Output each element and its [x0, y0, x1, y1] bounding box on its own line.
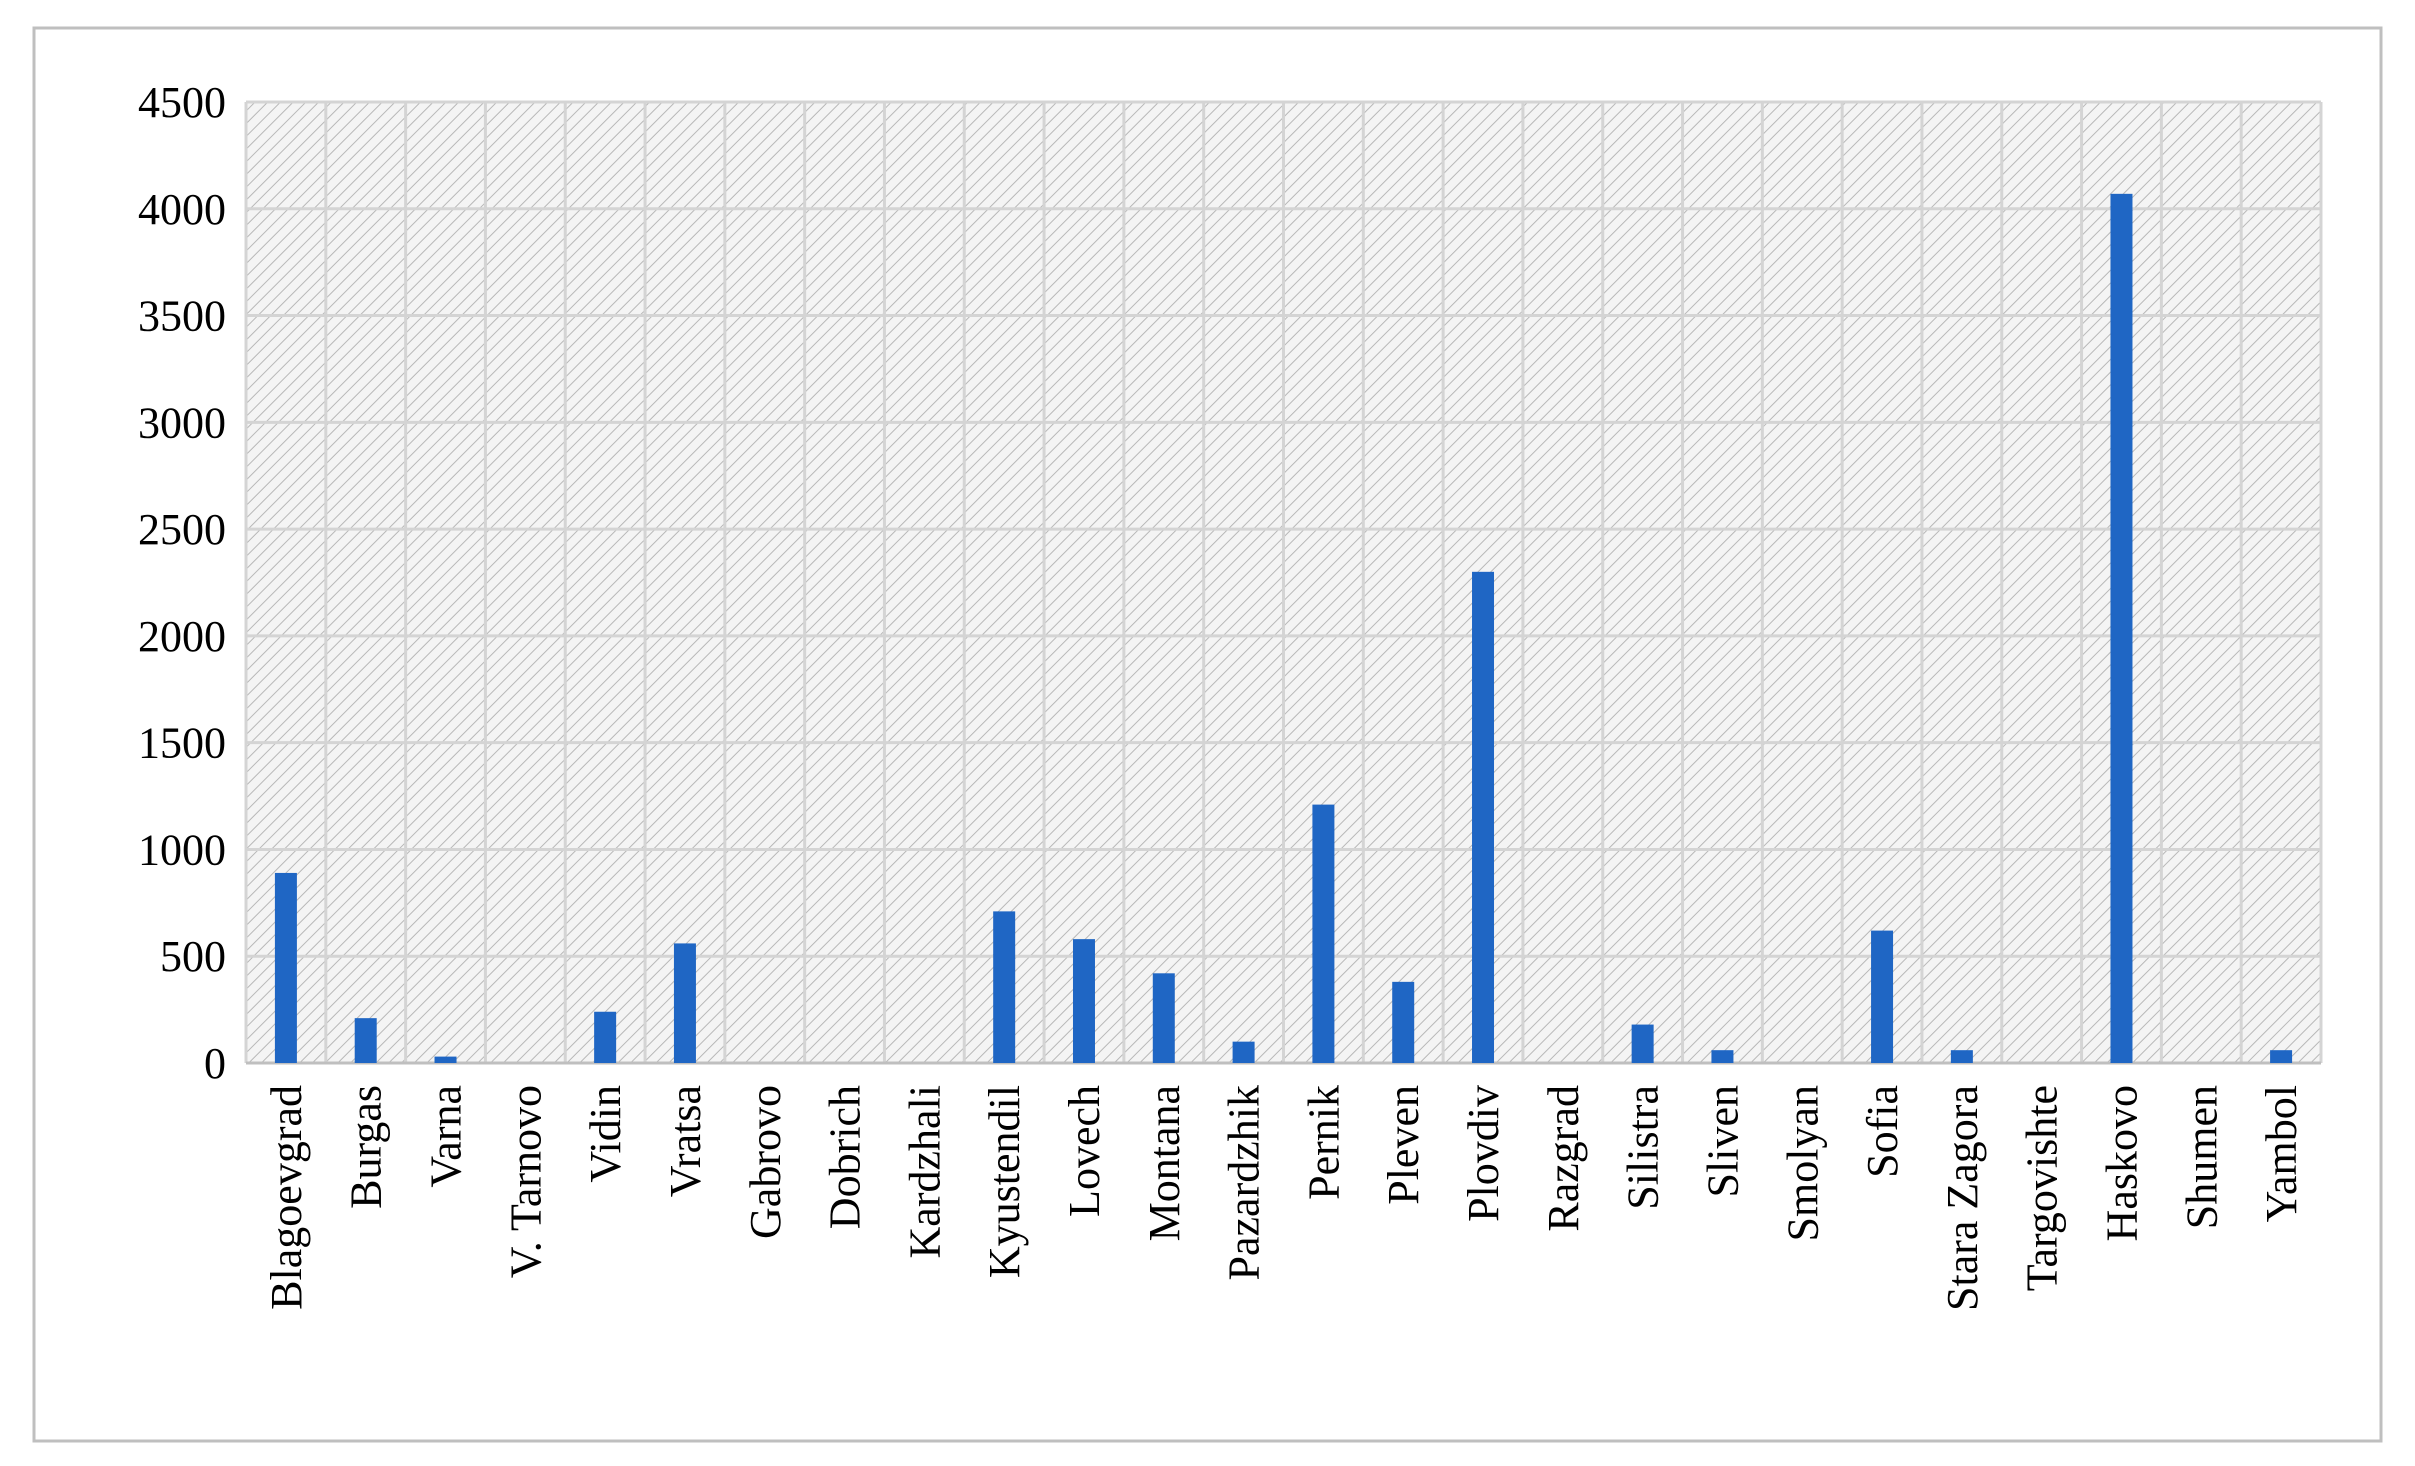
x-tick-label: Shumen [2177, 1085, 2226, 1229]
x-tick-label: Smolyan [1778, 1085, 1827, 1241]
x-tick-label: Vratsa [661, 1085, 710, 1197]
x-tick-label: Montana [1140, 1085, 1189, 1241]
bar [673, 943, 696, 1063]
x-tick-label: Lovech [1060, 1085, 1109, 1217]
x-tick-label: Blagoevgrad [262, 1085, 311, 1310]
x-tick-label: Pernik [1299, 1085, 1348, 1200]
x-tick-label: Haskovo [2097, 1085, 2146, 1241]
bar [993, 911, 1016, 1063]
bar [1392, 981, 1415, 1063]
y-tick-label: 2000 [138, 612, 226, 661]
y-tick-label: 4500 [138, 78, 226, 127]
bar [354, 1018, 377, 1063]
y-tick-label: 500 [160, 932, 226, 981]
y-tick-label: 4000 [138, 185, 226, 234]
x-tick-label: Silistra [1619, 1085, 1668, 1210]
x-tick-label: Pleven [1379, 1085, 1428, 1205]
x-tick-label: Vidin [581, 1085, 630, 1183]
x-tick-label: Yambol [2257, 1085, 2306, 1222]
bar [1312, 804, 1335, 1063]
bar [1950, 1050, 1973, 1063]
bar [1232, 1041, 1255, 1063]
x-tick-label: Sliven [1698, 1085, 1747, 1197]
bar [2270, 1050, 2293, 1063]
bar [1871, 930, 1894, 1063]
y-tick-label: 3500 [138, 292, 226, 341]
x-tick-label: Plovdiv [1459, 1085, 1508, 1222]
x-tick-label: Sofia [1858, 1085, 1907, 1178]
x-tick-label: Kyustendil [980, 1085, 1029, 1278]
bar [1631, 1024, 1654, 1063]
x-tick-label: V. Tarnovo [501, 1085, 550, 1278]
x-tick-label: Kardzhali [900, 1085, 949, 1258]
x-tick-label: Targovishte [2018, 1085, 2067, 1291]
bar [1711, 1050, 1734, 1063]
x-tick-label: Gabrovo [741, 1085, 790, 1239]
x-tick-label: Pazardzhik [1220, 1085, 1269, 1280]
bar [1072, 939, 1095, 1063]
x-tick-label: Stara Zagora [1938, 1085, 1987, 1311]
bar [1152, 973, 1175, 1063]
y-tick-label: 2500 [138, 505, 226, 554]
x-tick-label: Razgrad [1539, 1085, 1588, 1232]
y-tick-label: 3000 [138, 398, 226, 447]
bar [594, 1011, 617, 1063]
x-tick-label: Varna [422, 1085, 471, 1188]
y-tick-label: 1000 [138, 825, 226, 874]
bar [1472, 571, 1495, 1063]
x-tick-label: Dobrich [821, 1085, 870, 1229]
bar [274, 872, 297, 1063]
x-tick-label: Burgas [342, 1085, 391, 1209]
bar [434, 1056, 457, 1063]
y-tick-label: 1500 [138, 719, 226, 768]
y-tick-label: 0 [204, 1039, 226, 1088]
bar [2110, 193, 2133, 1064]
